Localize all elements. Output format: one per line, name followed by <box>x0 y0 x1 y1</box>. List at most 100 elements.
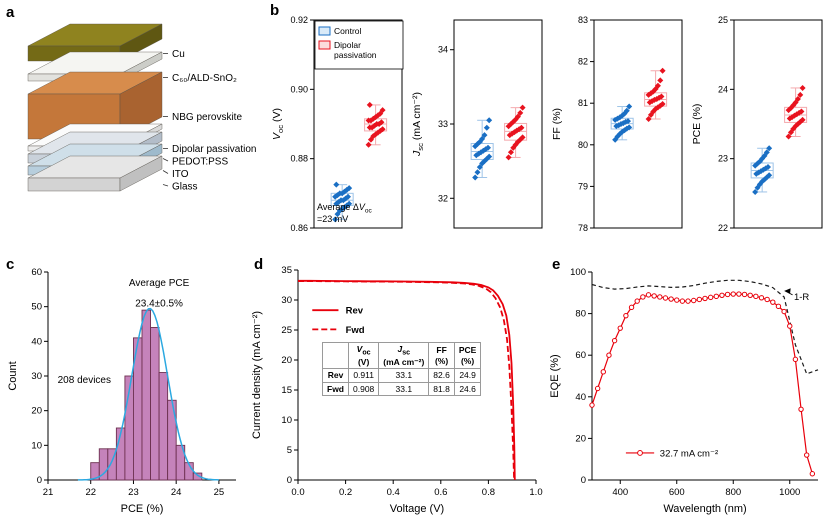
svg-text:60: 60 <box>31 267 42 278</box>
y-tick-label: 23 <box>718 154 728 164</box>
svg-text:35: 35 <box>281 265 292 276</box>
svg-text:0.4: 0.4 <box>387 487 400 498</box>
svg-text:30: 30 <box>31 371 42 382</box>
y-tick-label: 83 <box>578 15 588 25</box>
series-eqe <box>591 293 813 474</box>
y-tick-label: 81 <box>578 98 588 108</box>
svg-text:50: 50 <box>31 302 42 313</box>
panel-b-jsc-plot: 32 33 34 Jsc (mA cm⁻²) <box>411 19 543 229</box>
average-pce-value: 23.4±0.5% <box>135 299 183 310</box>
panel-c-pce-histogram: 21 22 23 24 25 0 10 20 30 40 50 60 PCE (%) Count Avera… <box>7 267 236 515</box>
series-one-minus-r <box>591 279 819 375</box>
svg-text:15: 15 <box>281 385 292 396</box>
svg-text:0.6: 0.6 <box>434 487 447 498</box>
layer-label: C₆₀/ALD-SnO₂ <box>172 73 237 84</box>
plot-frame <box>313 19 403 229</box>
average-pce-label: Average PCE <box>129 278 190 289</box>
svg-text:30: 30 <box>281 295 292 306</box>
svg-text:20: 20 <box>31 406 42 417</box>
svg-text:passivation: passivation <box>334 50 377 60</box>
data-points-passivated <box>645 67 666 123</box>
svg-text:10: 10 <box>31 440 42 451</box>
x-axis-label: PCE (%) <box>121 503 164 515</box>
jv-table-header <box>322 341 349 370</box>
svg-text:40: 40 <box>31 336 42 347</box>
legend: 32.7 mA cm⁻² <box>625 448 718 459</box>
jv-table-row: Rev 0.911 33.1 82.6 24.9 <box>322 368 482 383</box>
panel-b-pce-plot: 22 23 24 25 PCE (%) <box>691 15 823 233</box>
delta-voc-annotation: Average ΔVoc <box>317 202 373 215</box>
histogram-bars <box>90 309 203 481</box>
y-tick-label: 24 <box>718 84 728 94</box>
data-points-passivated <box>365 101 386 148</box>
y-axis-label: PCE (%) <box>691 104 703 145</box>
layer-label: ITO <box>172 169 189 180</box>
y-tick-label: 34 <box>438 45 448 55</box>
panel-d-jv-curve: 0.0 0.2 0.4 0.6 0.8 1.0 0 5 10 15 20 25 30 35 Voltage … <box>251 265 543 515</box>
y-axis-label: FF (%) <box>551 108 563 140</box>
panel-label-a: a <box>6 4 15 21</box>
svg-text:400: 400 <box>612 487 628 498</box>
svg-text:0: 0 <box>37 475 42 486</box>
svg-text:25: 25 <box>281 325 292 336</box>
layer-label: NBG perovskite <box>172 112 242 123</box>
stack-layer: NBG perovskite <box>27 71 242 140</box>
y-axis-label: Jsc (mA cm⁻²) <box>411 92 425 157</box>
x-axis-label: Voltage (V) <box>390 503 444 515</box>
y-tick-label: 82 <box>578 57 588 67</box>
x-axis-label: Wavelength (nm) <box>663 503 746 515</box>
svg-text:100: 100 <box>570 267 586 278</box>
y-tick-label: 0.92 <box>290 15 308 25</box>
jsc-integrated-label: 32.7 mA cm⁻² <box>660 448 718 459</box>
legend-label-fwd: Fwd <box>346 325 365 336</box>
plot-frame <box>593 19 683 229</box>
y-tick-label: 0.90 <box>290 84 308 94</box>
y-tick-label: 78 <box>578 223 588 233</box>
y-tick-label: 0.88 <box>290 154 308 164</box>
gaussian-fit-curve <box>77 307 219 481</box>
data-points-passivated <box>505 104 526 161</box>
y-axis-label: Current density (mA cm⁻²) <box>251 311 263 439</box>
data-points-passivated <box>785 84 806 140</box>
panel-e-eqe-spectrum: 400 600 800 1000 0 20 40 60 80 100 Wavelength (nm)… <box>549 267 819 515</box>
legend: Rev Fwd <box>312 306 365 336</box>
y-axis-label: Voc (V) <box>271 108 285 140</box>
jv-parameters-table: Voc (V) Jsc (mA cm⁻²) FF (%) PCE (%) Rev 0.911 33.… <box>322 341 482 396</box>
data-points-control <box>752 145 773 195</box>
layer-label: Glass <box>172 182 198 193</box>
y-axis-label: EQE (%) <box>549 354 561 397</box>
legend-label-control: Control <box>334 26 362 36</box>
layer-label: PEDOT:PSS <box>172 157 228 168</box>
one-minus-r-annotation: 1-R <box>784 288 809 303</box>
y-tick-label: 0.86 <box>290 223 308 233</box>
legend-label-passivation: Dipolar <box>334 40 361 50</box>
y-tick-label: 25 <box>718 15 728 25</box>
plot-frame <box>453 19 543 229</box>
jv-table-header: PCE (%) <box>453 341 482 370</box>
jv-table-header: Voc (V) <box>347 341 380 370</box>
panel-label-d: d <box>254 256 264 273</box>
panel-a-device-schematic: Cu C₆₀/ALD-SnO₂ NBG perovskite Dipolar pass… <box>27 23 257 193</box>
devices-count-label: 208 devices <box>58 375 111 386</box>
jv-table-grid: Voc (V) Jsc (mA cm⁻²) FF (%) PCE (%) Rev 0.911 33.… <box>322 341 482 396</box>
plot-frame <box>733 19 823 229</box>
svg-text:24: 24 <box>171 487 182 498</box>
svg-text:21: 21 <box>43 487 54 498</box>
svg-text:22: 22 <box>85 487 96 498</box>
svg-text:800: 800 <box>725 487 741 498</box>
svg-text:=23 mV: =23 mV <box>317 214 348 224</box>
jv-table-row: Fwd 0.908 33.1 81.8 24.6 <box>322 381 482 396</box>
svg-text:40: 40 <box>575 392 586 403</box>
y-tick-label: 32 <box>438 193 448 203</box>
stack-layer: Glass <box>27 155 198 193</box>
svg-text:25: 25 <box>214 487 225 498</box>
series-fwd <box>298 280 515 481</box>
svg-text:10: 10 <box>281 415 292 426</box>
svg-text:5: 5 <box>287 445 292 456</box>
svg-text:1-R: 1-R <box>794 292 809 303</box>
svg-text:80: 80 <box>575 309 586 320</box>
data-points-control <box>612 103 633 143</box>
legend-label-rev: Rev <box>346 306 364 317</box>
svg-text:0: 0 <box>581 475 586 486</box>
